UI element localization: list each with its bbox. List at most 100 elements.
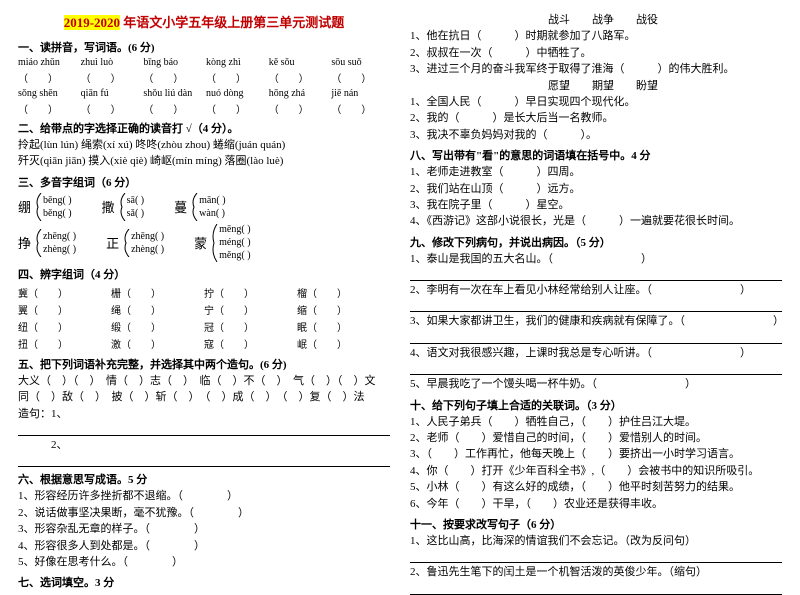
cell: 寇（ ） bbox=[204, 336, 297, 351]
cell: 绳（ ） bbox=[111, 302, 204, 317]
sec2-l2: 歼灭(qiān jiān) 摸入(xiè qiè) 崎岖(mín míng) 落… bbox=[18, 154, 390, 169]
cell: 扭（ ） bbox=[18, 336, 111, 351]
char: 蒙 bbox=[194, 233, 207, 252]
char: 正 bbox=[106, 233, 119, 252]
cell: 冠（ ） bbox=[204, 319, 297, 334]
char: 挣 bbox=[18, 233, 31, 252]
branch: 撒 sā( )sǎ( ) bbox=[102, 193, 145, 221]
item: 1、泰山是我国的五大名山。（ ） bbox=[410, 252, 782, 267]
item: 2、我的（ ）是长大后当一名教师。 bbox=[410, 111, 782, 126]
paren-row: （ ） （ ） （ ） （ ） （ ） （ ） bbox=[18, 101, 390, 116]
item: 2、说话做事坚决果断，毫不犹豫。（ ） bbox=[18, 506, 390, 521]
sec4-heading: 四、辨字组词（4 分） bbox=[18, 266, 390, 282]
opt: sā( ) bbox=[127, 195, 145, 206]
item: 2、鲁迅先生笔下的闰土是一个机智活泼的英俊少年。（缩句） bbox=[410, 565, 782, 580]
pinyin: kě sǒu bbox=[269, 57, 328, 68]
item: 2、老师（ ）爱惜自己的时间，（ ）爱惜别人的时间。 bbox=[410, 431, 782, 446]
item: 1、人民子弟兵（ ）牺牲自己，（ ）护住吕江大堤。 bbox=[410, 415, 782, 430]
sec10-heading: 十、给下列句子填上合适的关联词。（3 分） bbox=[410, 397, 782, 413]
item: 3、我在院子里（ ）星空。 bbox=[410, 198, 782, 213]
opt: mēng( ) bbox=[219, 224, 250, 235]
pinyin: jiē nán bbox=[331, 88, 390, 99]
item: 5、早晨我吃了一个馒头喝一杯牛奶。（ ） bbox=[410, 377, 782, 392]
item: 6、今年（ ）干旱，（ ）农业还是获得丰收。 bbox=[410, 497, 782, 512]
branch: 蒙 mēng( ) méng( ) měng( ) bbox=[194, 224, 250, 262]
item: 5、小林（ ）有这么好的成绩，（ ）他平时刻苦努力的结果。 bbox=[410, 480, 782, 495]
pinyin: zhuì luò bbox=[81, 57, 140, 68]
cell: 纽（ ） bbox=[18, 319, 111, 334]
w2-h: 愿望 期望 盼望 bbox=[410, 79, 782, 94]
page-title: 2019-2020 年语文小学五年级上册第三单元测试题 bbox=[18, 12, 390, 31]
item: 4、《西游记》这部小说很长，光是（ ）一遍就要花很长时间。 bbox=[410, 214, 782, 229]
blank: （ ） bbox=[143, 70, 202, 85]
title-rest: 年语文小学五年级上册第三单元测试题 bbox=[120, 15, 344, 30]
sec5-l2: 同（ ）敌（ ） 披（ ）斩（ ） （ ）成（ ） （ ）复（ ）法 bbox=[18, 390, 390, 405]
pinyin: qiān fú bbox=[81, 88, 140, 99]
blank: （ ） bbox=[206, 70, 265, 85]
pinyin: shǒu liú dàn bbox=[143, 88, 202, 99]
item: 4、你（ ）打开《少年百科全书》,（ ）会被书中的知识所吸引。 bbox=[410, 464, 782, 479]
cell: 岷（ ） bbox=[297, 336, 390, 351]
sec3-heading: 三、多音字组词（6 分） bbox=[18, 174, 390, 190]
item: 4、语文对我很感兴趣，上课时我总是专心听讲。（ ） bbox=[410, 346, 782, 361]
branch-row-1: 绷 bēng( )běng( ) 撒 sā( )sǎ( ) 蔓 mān( )wà… bbox=[18, 193, 390, 221]
blank: （ ） bbox=[331, 101, 390, 116]
pinyin-row-2: sǒng shēn qiān fú shǒu liú dàn nuó dòng … bbox=[18, 88, 390, 99]
underline bbox=[18, 455, 390, 467]
blank: （ ） bbox=[269, 70, 328, 85]
opt: zhèng( ) bbox=[43, 244, 76, 255]
right-column: 战斗 战争 战役 1、他在抗日（ ）时期就参加了八路军。 2、叔叔在一次（ ）中… bbox=[410, 12, 782, 554]
cell: 榴（ ） bbox=[297, 285, 390, 300]
branch: 蔓 mān( )wàn( ) bbox=[174, 193, 225, 221]
opt: méng( ) bbox=[219, 237, 250, 248]
item: 1、全国人民（ ）早日实现四个现代化。 bbox=[410, 95, 782, 110]
pinyin: miáo zhǔn bbox=[18, 57, 77, 68]
paren-row: （ ） （ ） （ ） （ ） （ ） （ ） bbox=[18, 70, 390, 85]
item: 1、这比山高，比海深的情谊我们不会忘记。（改为反问句） bbox=[410, 534, 782, 549]
cell: 栅（ ） bbox=[111, 285, 204, 300]
item: 3、进过三个月的奋斗我军终于取得了淮海（ ）的伟大胜利。 bbox=[410, 62, 782, 77]
sec5-l4: 2、 bbox=[18, 438, 390, 453]
sec5-heading: 五、把下列词语补充完整，并选择其中两个造句。(6 分) bbox=[18, 356, 390, 372]
sec4-table: 冀（ ）栅（ ）拧（ ）榴（ ） 翼（ ）绳（ ）宁（ ）缩（ ） 纽（ ）缎（… bbox=[18, 284, 390, 352]
cell: 缎（ ） bbox=[111, 319, 204, 334]
pinyin: kòng zhì bbox=[206, 57, 265, 68]
sec1-heading: 一、读拼音，写词语。(6 分) bbox=[18, 39, 390, 55]
pinyin: bīng báo bbox=[143, 57, 202, 68]
branch: 绷 bēng( ) běng( ) bbox=[18, 193, 72, 221]
pinyin: sōu suǒ bbox=[331, 57, 390, 68]
opt: měng( ) bbox=[219, 250, 250, 261]
item: 3、如果大家都讲卫生，我们的健康和疾病就有保障了。（ ） bbox=[410, 314, 782, 329]
cell: 翼（ ） bbox=[18, 302, 111, 317]
branch-row-2: 挣 zhēng( ) zhèng( ) 正 zhēng( ) zhèng( ) 蒙 … bbox=[18, 224, 390, 262]
cell: 激（ ） bbox=[111, 336, 204, 351]
sec7-heading: 七、选词填空。3 分 bbox=[18, 574, 390, 590]
blank: （ ） bbox=[331, 70, 390, 85]
sec2-l1: 拎起(lùn lún) 绳索(xí xú) 咚咚(zhòu zhou) 蜷缩(j… bbox=[18, 138, 390, 153]
underline bbox=[18, 424, 390, 436]
cell: 眠（ ） bbox=[297, 319, 390, 334]
w1-h: 战斗 战争 战役 bbox=[410, 13, 782, 28]
item: 3、（ ）工作再忙，他每天晚上（ ）要挤出一小时学习语言。 bbox=[410, 447, 782, 462]
sec6-heading: 六、根据意思写成语。5 分 bbox=[18, 471, 390, 487]
item: 1、形容经历许多挫折都不退缩。（ ） bbox=[18, 489, 390, 504]
blank: （ ） bbox=[18, 101, 77, 116]
pinyin: sǒng shēn bbox=[18, 88, 77, 99]
sec5-l3: 造句：1、 bbox=[18, 407, 390, 422]
blank: （ ） bbox=[269, 101, 328, 116]
item: 4、形容很多人到处都是。（ ） bbox=[18, 539, 390, 554]
blank: （ ） bbox=[18, 70, 77, 85]
char: 绷 bbox=[18, 197, 31, 216]
item: 2、李明有一次在车上看见小林经常给别人让座。（ ） bbox=[410, 283, 782, 298]
pinyin: nuó dòng bbox=[206, 88, 265, 99]
opt: bēng( ) bbox=[43, 195, 72, 206]
item: 1、老师走进教室（ ）四周。 bbox=[410, 165, 782, 180]
opt: zhēng( ) bbox=[131, 231, 164, 242]
left-column: 2019-2020 年语文小学五年级上册第三单元测试题 一、读拼音，写词语。(6… bbox=[18, 12, 390, 554]
branch: 挣 zhēng( ) zhèng( ) bbox=[18, 224, 76, 262]
opt: zhēng( ) bbox=[43, 231, 76, 242]
underline bbox=[410, 551, 782, 563]
opt: mān( ) bbox=[199, 195, 225, 206]
opt: běng( ) bbox=[43, 208, 72, 219]
opt: sǎ( ) bbox=[127, 208, 145, 219]
